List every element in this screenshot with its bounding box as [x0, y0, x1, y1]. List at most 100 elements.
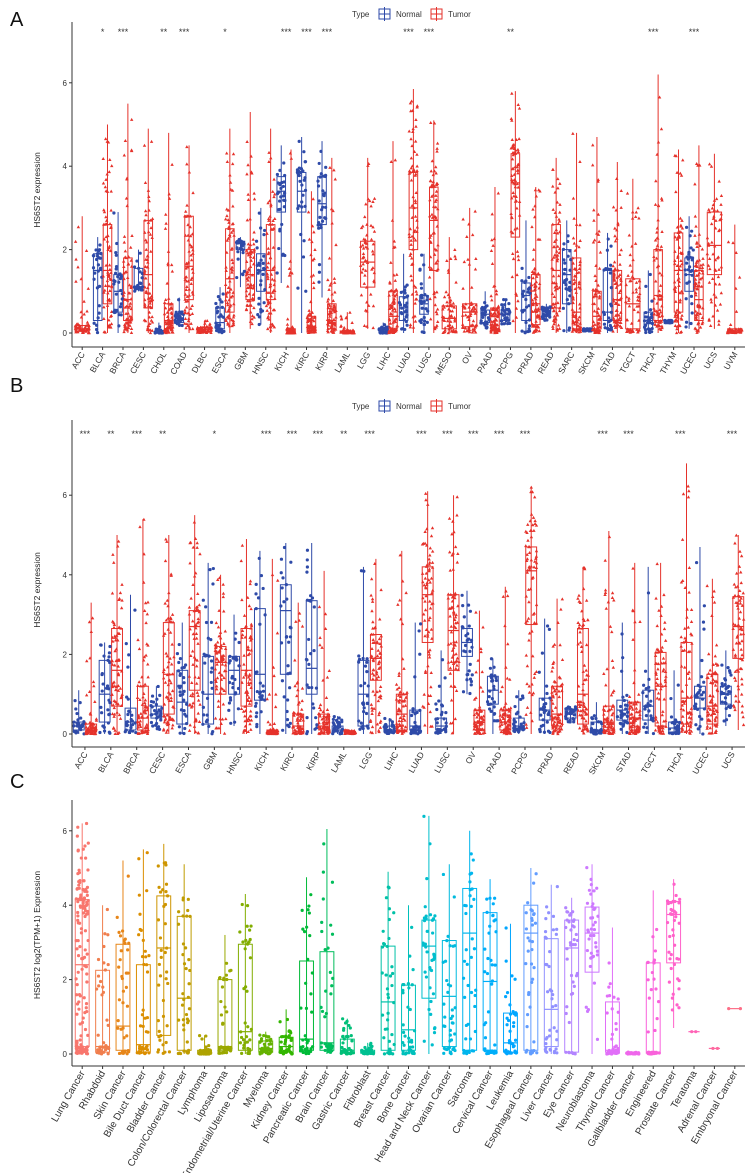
data-point: [249, 624, 254, 628]
data-point: [467, 325, 471, 329]
data-point: [391, 292, 396, 296]
data-point: [486, 316, 491, 320]
data-point: [266, 246, 271, 250]
data-point: [536, 313, 540, 317]
data-point: [423, 293, 427, 297]
data-point: [513, 151, 517, 155]
data-point: [631, 258, 635, 262]
data-point: [420, 571, 425, 575]
data-point: [411, 325, 416, 329]
data-point: [619, 248, 623, 252]
data-point: [265, 265, 270, 269]
data-point: [324, 205, 328, 209]
data-point: [248, 264, 253, 268]
data-point: [103, 185, 108, 189]
data-point: [674, 190, 678, 194]
data-point: [268, 282, 273, 286]
data-point: [693, 182, 697, 186]
data-point: [312, 280, 316, 284]
data-point: [222, 609, 226, 613]
data-point: [553, 288, 558, 292]
data-point: [167, 672, 172, 676]
data-point: [694, 315, 698, 319]
data-point: [428, 178, 433, 182]
x-tick-label: THYM: [658, 350, 679, 376]
data-point: [397, 707, 401, 711]
data-point: [128, 710, 132, 714]
data-point: [690, 273, 694, 277]
data-point: [122, 153, 126, 157]
data-point: [84, 249, 89, 253]
box: [653, 249, 663, 321]
data-point: [412, 284, 416, 288]
data-point: [117, 280, 121, 284]
data-point: [566, 254, 570, 258]
data-point: [249, 714, 253, 718]
data-point: [624, 300, 628, 304]
data-point: [613, 234, 617, 238]
data-point: [357, 654, 361, 658]
data-point: [430, 215, 435, 219]
data-point: [370, 609, 374, 613]
data-point: [497, 327, 501, 331]
data-point: [226, 218, 230, 222]
data-point: [248, 310, 253, 314]
data-point: [99, 643, 103, 647]
data-point: [509, 146, 513, 150]
data-point: [112, 714, 116, 718]
data-point: [246, 647, 250, 651]
data-point: [143, 218, 147, 222]
data-point: [319, 729, 324, 733]
data-point: [510, 275, 514, 279]
data-point: [372, 271, 377, 275]
data-point: [402, 666, 406, 670]
data-point: [366, 726, 370, 730]
data-point: [107, 299, 112, 303]
data-point: [427, 265, 432, 269]
x-tick-label: LGG: [357, 750, 375, 771]
data-point: [673, 319, 677, 323]
data-point: [716, 275, 721, 279]
data-point: [143, 711, 148, 715]
data-point: [575, 320, 580, 324]
data-point: [715, 209, 720, 213]
data-point: [642, 325, 647, 329]
data-point: [282, 180, 286, 184]
data-point: [700, 316, 705, 320]
data-point: [499, 319, 504, 323]
data-point: [259, 710, 263, 714]
data-point: [497, 329, 501, 333]
data-point: [558, 210, 562, 214]
data-point: [619, 188, 623, 192]
data-point: [400, 725, 404, 729]
data-point: [409, 242, 413, 246]
data-point: [370, 267, 374, 271]
data-point: [137, 723, 141, 727]
category-laml: [331, 714, 358, 736]
data-point: [149, 720, 154, 725]
data-point: [334, 315, 338, 319]
data-point: [123, 139, 128, 143]
data-point: [370, 654, 374, 658]
data-point: [388, 321, 393, 325]
data-point: [135, 719, 140, 723]
data-point: [548, 305, 552, 309]
data-point: [369, 593, 373, 597]
data-point: [275, 172, 280, 177]
data-point: [412, 230, 416, 234]
data-point: [218, 717, 222, 721]
data-point: [467, 305, 471, 309]
data-point: [300, 200, 304, 204]
data-point: [187, 316, 191, 320]
data-point: [143, 304, 147, 308]
data-point: [657, 289, 661, 293]
data-point: [510, 137, 514, 141]
data-point: [718, 302, 723, 306]
data-point: [615, 312, 619, 316]
data-point: [404, 591, 408, 595]
data-point: [275, 271, 279, 275]
data-point: [215, 640, 220, 644]
data-point: [510, 167, 515, 171]
data-point: [371, 620, 375, 624]
data-point: [673, 249, 677, 253]
